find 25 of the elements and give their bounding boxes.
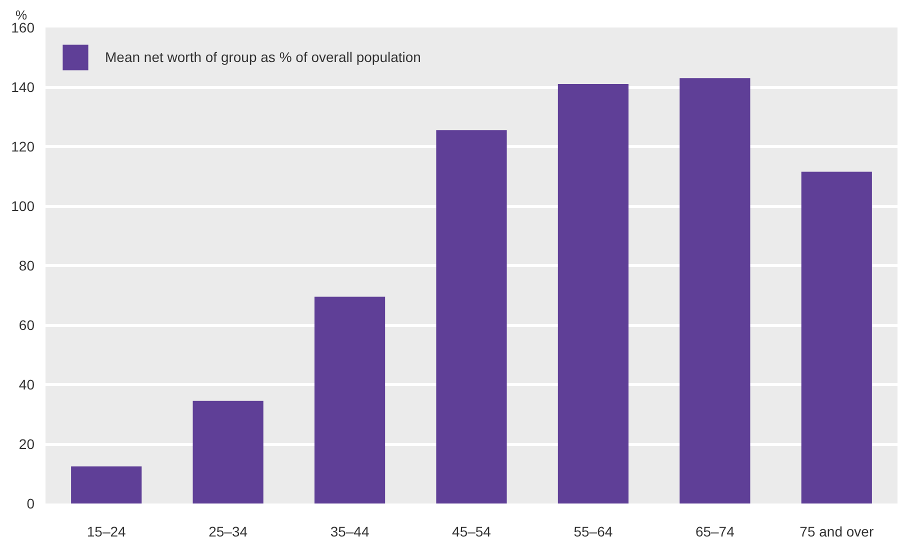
x-tick-label: 35–44 xyxy=(330,524,370,540)
y-tick-label: 0 xyxy=(26,496,35,512)
bar xyxy=(71,466,142,504)
bar xyxy=(436,130,507,504)
bar xyxy=(558,84,629,504)
y-tick-label: 20 xyxy=(18,436,35,452)
bar xyxy=(680,78,750,504)
x-tick-label: 15–24 xyxy=(86,524,126,540)
y-tick-label: 160 xyxy=(11,20,35,36)
y-axis-title: % xyxy=(16,8,28,22)
y-tick-label: 60 xyxy=(18,317,35,333)
y-tick-label: 140 xyxy=(11,79,35,95)
x-tick-label: 25–34 xyxy=(208,524,248,540)
x-tick-label: 75 and over xyxy=(800,524,874,540)
legend-label: Mean net worth of group as % of overall population xyxy=(105,49,421,65)
y-tick-label: 40 xyxy=(18,376,35,392)
x-tick-label: 65–74 xyxy=(695,524,735,540)
y-tick-label: 80 xyxy=(18,258,35,274)
bar xyxy=(314,296,386,504)
bar xyxy=(192,400,264,504)
y-tick-label: 120 xyxy=(11,138,35,154)
bar xyxy=(801,172,872,504)
x-tick-label: 55–64 xyxy=(574,524,613,540)
x-tick-label: 45–54 xyxy=(452,524,492,540)
y-tick-label: 100 xyxy=(11,198,35,214)
